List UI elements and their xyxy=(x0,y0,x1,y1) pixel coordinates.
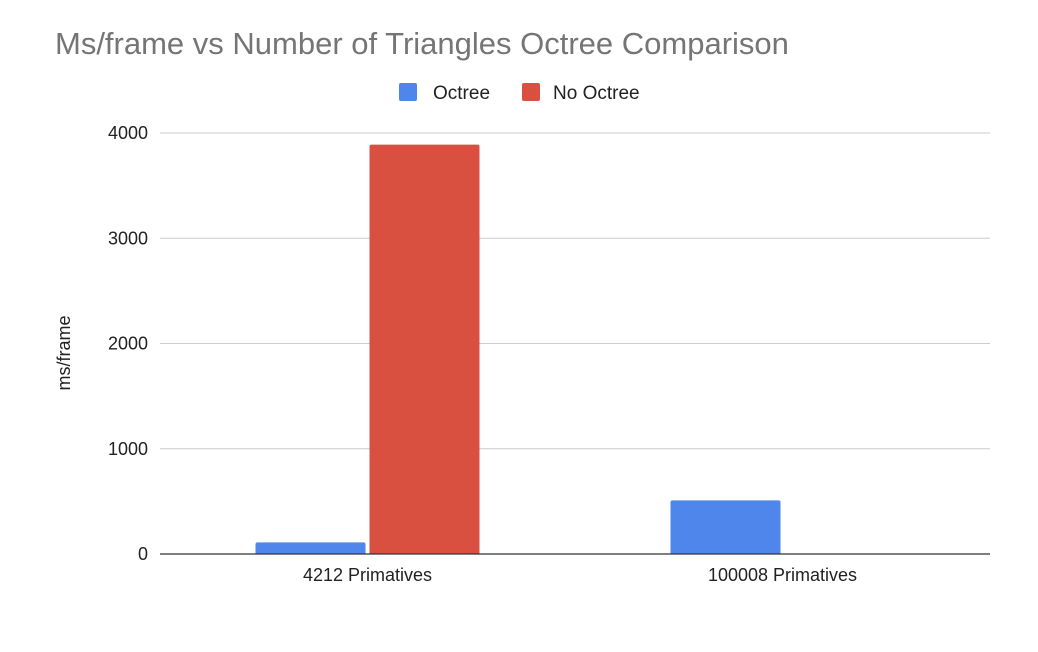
y-tick-label-4000: 4000 xyxy=(108,123,148,143)
legend-label-octree: Octree xyxy=(433,83,490,104)
bar-octree-2 xyxy=(670,500,781,554)
y-tick-label-3000: 3000 xyxy=(108,228,148,248)
legend-label-no-octree: No Octree xyxy=(553,83,640,104)
legend-swatch-octree xyxy=(399,83,417,101)
bar-octree-1 xyxy=(255,542,366,554)
x-tick-labels: 4212 Primatives 100008 Primatives xyxy=(303,565,857,585)
y-tick-labels: 0 1000 2000 3000 4000 xyxy=(108,123,148,564)
x-tick-label-1: 4212 Primatives xyxy=(303,565,432,585)
legend: Octree No Octree xyxy=(399,83,640,104)
y-tick-label-0: 0 xyxy=(138,544,148,564)
legend-swatch-no-octree xyxy=(522,83,540,101)
chart-title: Ms/frame vs Number of Triangles Octree C… xyxy=(55,26,789,61)
gridlines xyxy=(160,132,990,450)
y-tick-label-2000: 2000 xyxy=(108,334,148,354)
y-tick-label-1000: 1000 xyxy=(108,439,148,459)
bars xyxy=(255,144,781,554)
y-axis-label: ms/frame xyxy=(54,315,74,390)
x-tick-label-2: 100008 Primatives xyxy=(708,565,857,585)
bar-no-octree-1 xyxy=(369,144,480,554)
